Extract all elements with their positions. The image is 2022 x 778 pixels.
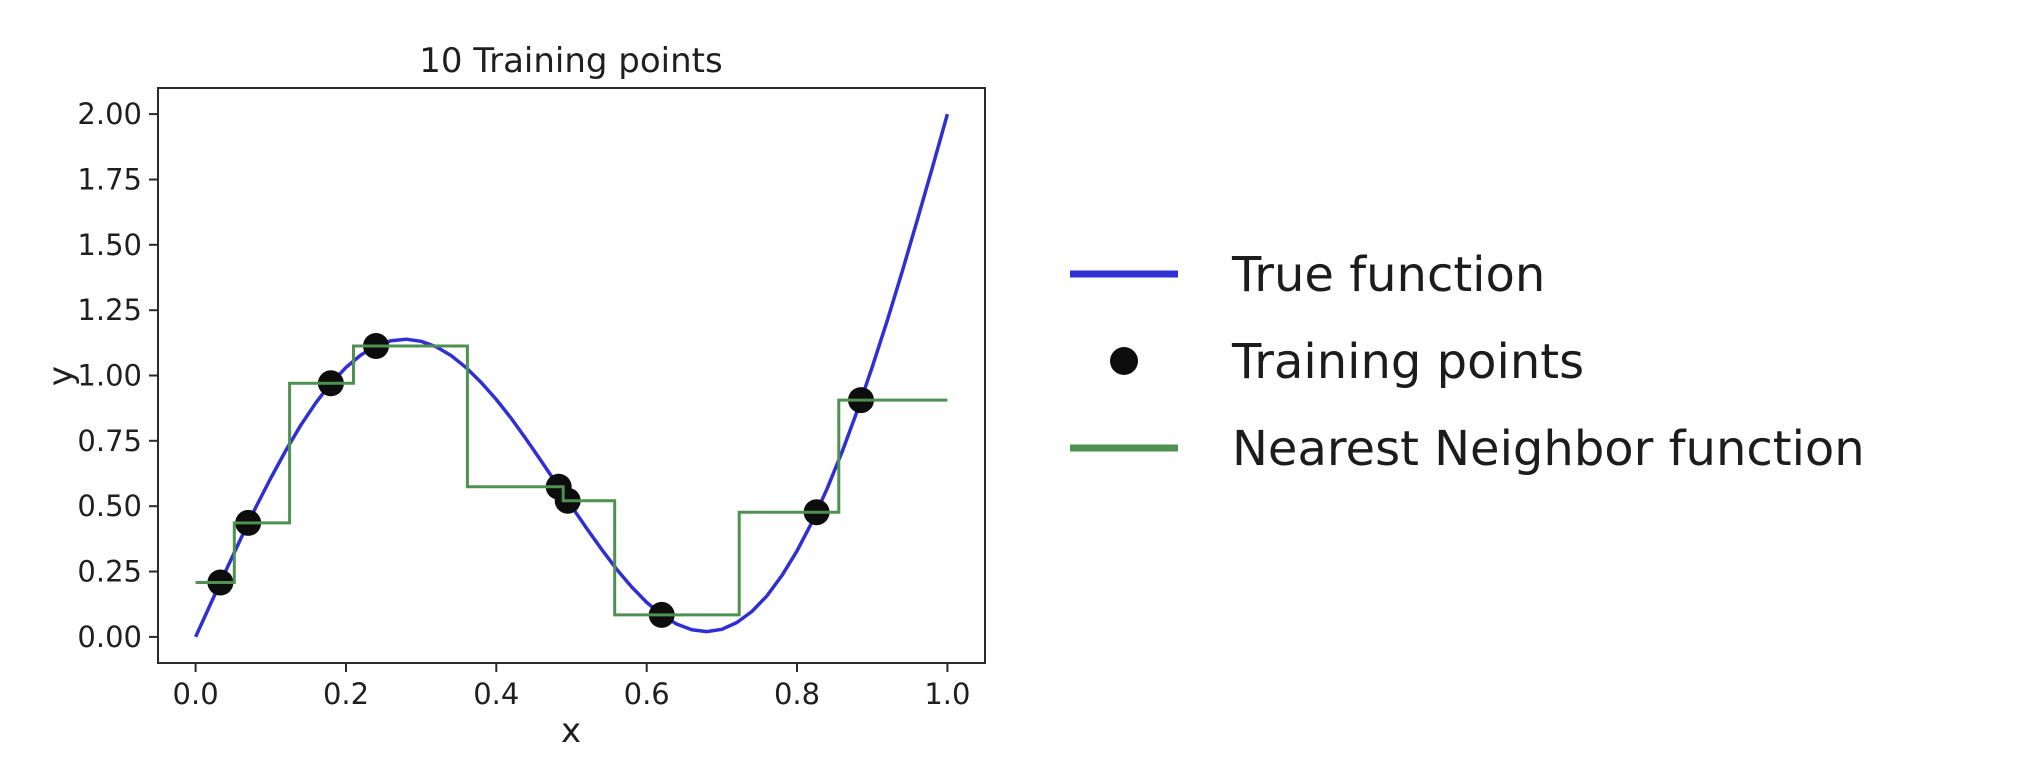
y-tick-label: 1.25 [77, 293, 142, 327]
x-tick-label: 0.2 [323, 677, 369, 711]
y-tick-label: 0.00 [77, 620, 142, 654]
x-tick-label: 0.6 [624, 677, 670, 711]
legend-label-nearest-neighbor: Nearest Neighbor function [1232, 421, 1865, 477]
training-points-legend-dot-icon [1110, 347, 1138, 375]
y-tick-label: 0.25 [77, 555, 142, 589]
y-tick-label: 1.00 [77, 359, 142, 393]
axis-ticks-layer: 0.0 0.2 0.4 0.6 0.8 1.0 0.00 0.25 0.50 0.75 1.00 1.… [77, 97, 970, 711]
y-tick-label: 0.75 [77, 424, 142, 458]
legend-item-nearest-neighbor: Nearest Neighbor function [1070, 421, 1865, 477]
x-tick-label: 0.4 [473, 677, 519, 711]
x-tick-label: 0.8 [774, 677, 820, 711]
x-tick-label: 1.0 [924, 677, 970, 711]
legend-item-training-points: Training points [1110, 334, 1584, 390]
chart-title: 10 Training points [419, 41, 722, 81]
series-layer [194, 113, 950, 638]
nearest-neighbor-step-curve [195, 344, 948, 617]
y-tick-label: 2.00 [77, 97, 142, 131]
legend-item-true-function: True function [1070, 247, 1545, 303]
y-tick-label: 1.75 [77, 163, 142, 197]
legend-label-training-points: Training points [1231, 334, 1584, 390]
plot-border [157, 87, 986, 664]
x-axis-label: x [561, 711, 581, 751]
legend: True function Training points Nearest Ne… [1070, 247, 1865, 477]
y-tick-label: 1.50 [77, 228, 142, 262]
y-tick-label: 0.50 [77, 489, 142, 523]
y-axis-label: y [41, 366, 81, 386]
legend-label-true-function: True function [1231, 247, 1545, 303]
x-tick-label: 0.0 [173, 677, 219, 711]
